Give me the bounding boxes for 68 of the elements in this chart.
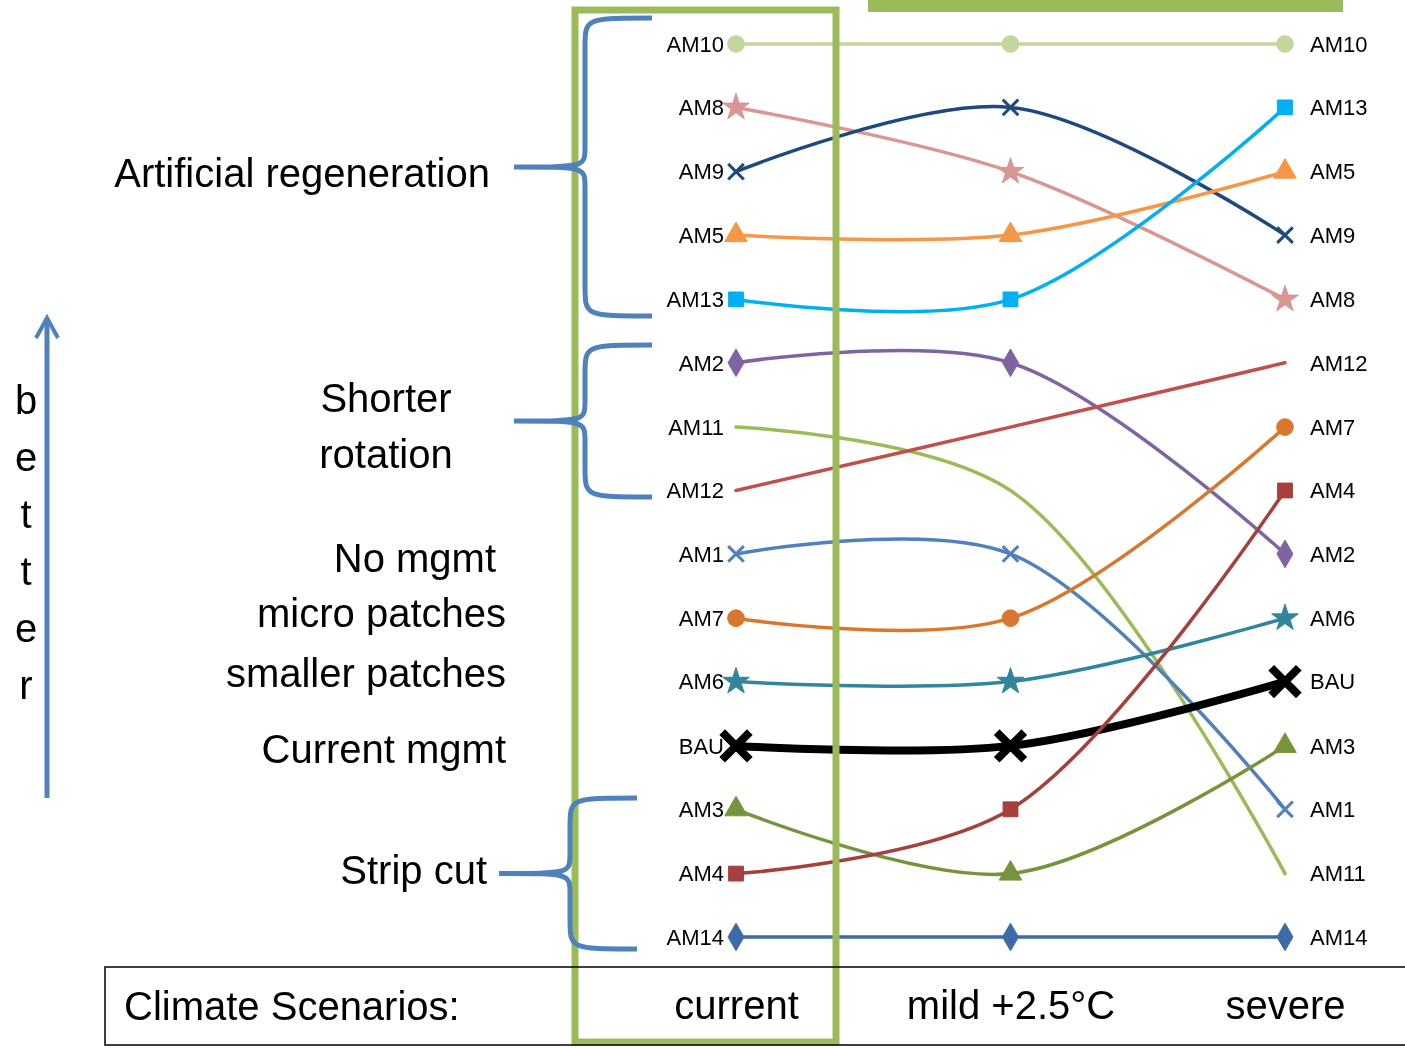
point (1001, 544, 1020, 564)
series-label: AM12 (666, 478, 724, 504)
point (728, 291, 744, 308)
series-label: AM11 (668, 414, 724, 440)
point (1271, 603, 1299, 631)
x-axis-title: Climate Scenarios: (124, 984, 460, 1028)
text: Strip cut (340, 848, 487, 892)
text: AM2 (1310, 541, 1356, 567)
point (996, 667, 1025, 694)
point (1277, 99, 1293, 116)
point (1275, 800, 1295, 819)
series-label: AM6 (678, 669, 724, 695)
x-tick-label: mild +2.5°C (906, 983, 1116, 1027)
series-label: AM4 (678, 861, 724, 887)
text: BAU (1310, 669, 1356, 695)
point (1001, 98, 1020, 117)
point (1001, 35, 1020, 53)
series-label: AM9 (678, 159, 724, 185)
text: AM3 (1310, 733, 1356, 759)
series-label: AM2 (678, 350, 724, 376)
text: AM8 (1310, 287, 1356, 313)
point (1001, 609, 1020, 628)
series-label: BAU (678, 733, 724, 759)
point (727, 35, 745, 53)
text: better (14, 378, 38, 707)
text: AM12 (1310, 350, 1368, 376)
point (1276, 35, 1294, 53)
x-tick-label: current (674, 983, 799, 1027)
series-label: AM8 (678, 95, 724, 121)
series-label: AM1 (678, 541, 724, 567)
series-label: AM10 (666, 31, 724, 57)
series-label: AM14 (666, 924, 724, 950)
text: micro patches (257, 591, 506, 635)
text: AM1 (1310, 797, 1356, 822)
series-label: AM5 (678, 222, 724, 248)
point (722, 92, 750, 120)
series-label: AM3 (678, 797, 724, 822)
text: Current mgmt (261, 727, 506, 771)
series-label: AM13 (666, 287, 724, 313)
point (1276, 418, 1294, 436)
text: AM7 (1310, 414, 1356, 440)
text: AM11 (1310, 861, 1366, 887)
point (1271, 284, 1299, 312)
text: smaller patches (225, 651, 506, 695)
point (726, 544, 746, 564)
text: AM9 (1310, 222, 1356, 248)
text: Shorter rotation (319, 376, 453, 476)
text: AM6 (1310, 605, 1356, 631)
text: AM13 (1310, 95, 1368, 121)
point (1267, 663, 1303, 700)
text: AM5 (1310, 159, 1356, 185)
text: AM4 (1310, 478, 1356, 504)
text: No mgmt (333, 536, 496, 580)
point (728, 865, 744, 882)
point (1277, 482, 1293, 499)
point (722, 667, 750, 694)
point (1002, 801, 1019, 818)
point (1275, 225, 1295, 245)
text: AM10 (1310, 31, 1368, 57)
point (992, 728, 1029, 764)
text: Artificial regeneration (114, 151, 490, 195)
text: AM14 (1310, 924, 1368, 950)
x-tick-label: severe (1225, 983, 1346, 1027)
point (996, 157, 1025, 184)
series-label: AM7 (678, 605, 724, 631)
point (1002, 291, 1019, 308)
point (727, 609, 745, 628)
point (726, 162, 746, 181)
